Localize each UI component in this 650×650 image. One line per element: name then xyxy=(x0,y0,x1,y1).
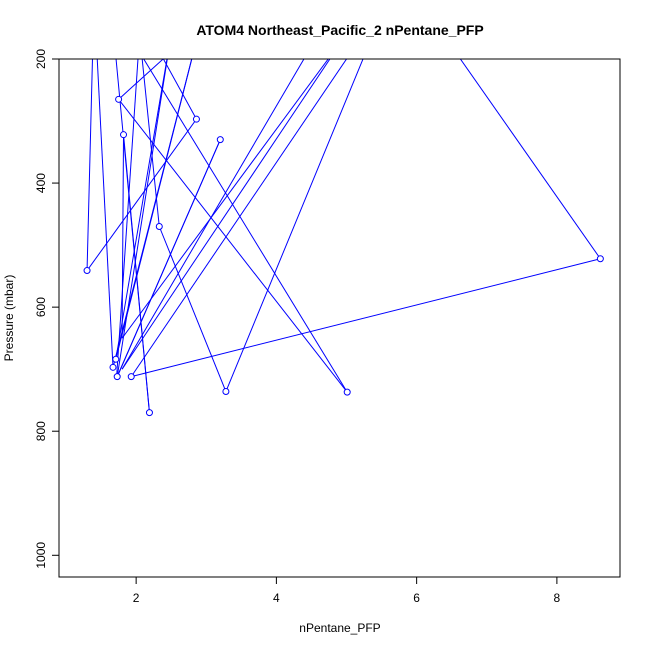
series-segment xyxy=(131,258,601,378)
series-segment xyxy=(86,118,197,271)
x-tick-label: 8 xyxy=(554,591,561,605)
plot-frame xyxy=(58,58,621,578)
y-axis: 200 400 600 800 1000 xyxy=(34,49,59,569)
x-tick-label: 6 xyxy=(413,591,420,605)
data-point xyxy=(192,115,200,123)
series-segment xyxy=(116,59,139,379)
series-segment xyxy=(118,59,164,100)
series-segment xyxy=(118,99,348,393)
series-segment xyxy=(116,59,168,377)
x-tick-label: 2 xyxy=(133,591,140,605)
data-point xyxy=(343,388,351,396)
data-point xyxy=(222,388,230,396)
series-segment xyxy=(121,59,329,339)
plot-area xyxy=(83,59,604,417)
x-axis-label: nPentane_PFP xyxy=(299,621,380,635)
data-point xyxy=(112,355,120,363)
data-point xyxy=(120,131,128,139)
y-tick-label: 200 xyxy=(34,49,48,69)
data-point xyxy=(113,373,121,381)
data-point xyxy=(155,223,163,230)
data-point xyxy=(145,409,153,417)
data-point xyxy=(115,95,123,103)
x-tick-label: 4 xyxy=(273,591,280,605)
series-segment xyxy=(121,59,331,370)
series-segment xyxy=(115,59,150,413)
data-point xyxy=(127,373,135,381)
data-point xyxy=(83,267,91,275)
y-axis-label: Pressure (mbar) xyxy=(2,275,16,362)
y-tick-label: 800 xyxy=(34,421,48,441)
series-segment xyxy=(459,59,601,260)
series-segment xyxy=(116,139,221,379)
data-point xyxy=(596,255,604,263)
data-point xyxy=(109,363,117,371)
data-point xyxy=(216,136,224,144)
series-segment xyxy=(141,59,160,227)
y-tick-label: 400 xyxy=(34,173,48,193)
chart-title: ATOM4 Northeast_Pacific_2 nPentane_PFP xyxy=(196,22,483,38)
series-segment xyxy=(121,134,125,339)
x-axis: 2 4 6 8 xyxy=(133,577,561,605)
series-segment xyxy=(121,59,305,370)
series-segment xyxy=(143,59,348,393)
series-segment xyxy=(115,59,193,360)
series-segment xyxy=(96,59,114,368)
series-segment xyxy=(158,226,227,392)
series-segment xyxy=(86,59,93,271)
series-segment xyxy=(225,59,364,392)
y-tick-label: 1000 xyxy=(34,542,48,569)
series-segment xyxy=(130,59,348,377)
y-tick-label: 600 xyxy=(34,297,48,317)
